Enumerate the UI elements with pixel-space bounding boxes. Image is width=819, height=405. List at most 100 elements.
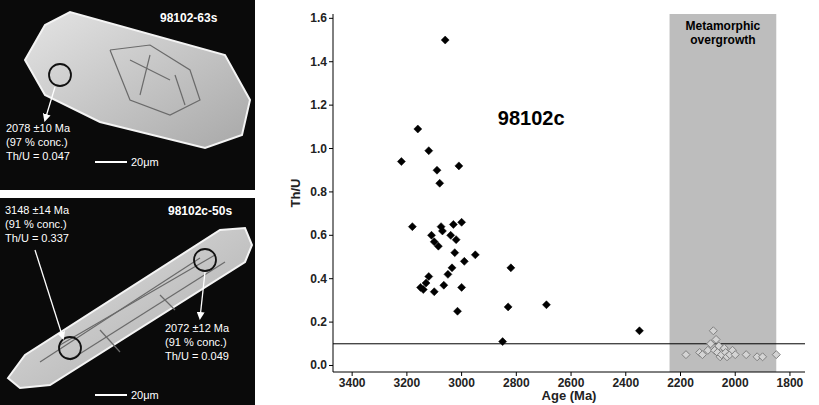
spot-text: Th/U = 0.047: [6, 150, 70, 162]
data-point: [458, 283, 466, 291]
data-point: [742, 351, 750, 359]
y-tick-label: 0.6: [310, 228, 327, 242]
data-point: [504, 303, 512, 311]
x-axis-title: Age (Ma): [542, 388, 597, 403]
x-tick-label: 2800: [503, 376, 530, 390]
x-tick-label: 2000: [722, 376, 749, 390]
annotation-layer: [333, 14, 805, 372]
data-point: [709, 327, 717, 335]
y-tick-label: 0.0: [310, 358, 327, 372]
x-tick-label: 3400: [339, 376, 366, 390]
grain-label: 98102-63s: [160, 11, 218, 25]
x-tick-label: 1800: [777, 376, 804, 390]
data-point: [453, 307, 461, 315]
y-tick: [329, 105, 333, 106]
x-axis: [333, 372, 805, 373]
scale-bar-label: 20μm: [131, 389, 159, 401]
points-layer: [397, 36, 780, 361]
data-point: [452, 236, 460, 244]
y-tick-label: 1.4: [310, 55, 327, 69]
scale-bar: [95, 394, 127, 396]
data-point: [438, 227, 446, 235]
data-point: [397, 158, 405, 166]
data-point: [635, 327, 643, 335]
data-point: [436, 179, 444, 187]
data-point: [471, 251, 479, 259]
crystal-crack: [130, 60, 170, 80]
data-point: [731, 351, 739, 359]
crystal-crack: [160, 295, 175, 310]
data-point: [451, 249, 459, 257]
spot-text: (91 % conc.): [165, 336, 227, 348]
data-point: [430, 288, 438, 296]
y-tick: [329, 235, 333, 236]
y-tick: [329, 191, 333, 192]
zircon-crystal: [8, 228, 252, 388]
y-tick-label: 1.6: [310, 11, 327, 25]
data-point: [425, 273, 433, 281]
image-background: [0, 0, 255, 190]
spot-text: 3148 ±14 Ma: [5, 204, 70, 216]
crystal-crack: [110, 45, 200, 115]
spot-text: 2078 ±10 Ma: [6, 122, 71, 134]
x-tick-label: 3000: [448, 376, 475, 390]
y-tick: [329, 365, 333, 366]
y-tick-label: 0.4: [310, 272, 327, 286]
threshold-line: [333, 343, 805, 344]
y-tick: [329, 278, 333, 279]
sample-label: 98102c: [498, 107, 565, 129]
spot-arrow: [45, 87, 55, 120]
figure: 98102-63s 2078 ±10 Ma (97 % conc.) Th/U = 0…: [0, 0, 819, 405]
data-point: [682, 351, 690, 359]
data-point: [408, 223, 416, 231]
data-point: [425, 147, 433, 155]
shaded-band: [670, 14, 777, 372]
data-point: [458, 218, 466, 226]
data-point: [440, 281, 448, 289]
data-point: [507, 264, 515, 272]
band-label-line: Metamorphic: [686, 19, 761, 33]
data-point: [759, 353, 767, 361]
y-tick-label: 1.0: [310, 142, 327, 156]
spot-text: (91 % conc.): [5, 218, 67, 230]
data-point: [417, 283, 425, 291]
data-point: [433, 166, 441, 174]
y-axis: [333, 14, 334, 372]
analysis-spot: [49, 64, 71, 86]
data-point: [441, 36, 449, 44]
data-point: [434, 242, 442, 250]
y-tick-label: 1.2: [310, 98, 327, 112]
x-tick-label: 3200: [394, 376, 421, 390]
data-point: [455, 162, 463, 170]
band-label: Metamorphicovergrowth: [686, 19, 761, 47]
spot-text: Th/U = 0.337: [5, 232, 69, 244]
data-point: [499, 338, 507, 346]
band-label-line: overgrowth: [690, 33, 755, 47]
x-tick-label: 2200: [667, 376, 694, 390]
spot-text: Th/U = 0.049: [165, 350, 229, 362]
y-tick: [329, 18, 333, 19]
spot-text: (97 % conc.): [6, 136, 68, 148]
y-axis-title: Th/U: [288, 179, 303, 208]
data-point: [542, 301, 550, 309]
spot-text: 2072 ±12 Ma: [165, 322, 230, 334]
spot-arrow: [35, 250, 63, 338]
sem-image: 98102-63s 2078 ±10 Ma (97 % conc.) Th/U = 0…: [0, 0, 255, 190]
x-tick-label: 2400: [612, 376, 639, 390]
data-point: [414, 125, 422, 133]
grain-label: 98102c-50s: [168, 204, 232, 218]
image-background: [0, 198, 255, 405]
y-tick: [329, 322, 333, 323]
data-point: [772, 351, 780, 359]
data-point: [449, 220, 457, 228]
sem-image: 98102c-50s 3148 ±14 Ma (91 % conc.) Th/U = …: [0, 198, 255, 405]
scale-bar-label: 20μm: [131, 156, 159, 168]
crystal-crack: [175, 75, 185, 105]
crystal-crack: [100, 330, 120, 352]
annotation-text-layer: Metamorphicovergrowth 98102c: [498, 19, 761, 129]
data-point: [444, 270, 452, 278]
analysis-spot: [59, 337, 81, 359]
y-tick: [329, 61, 333, 62]
data-point: [448, 264, 456, 272]
y-tick: [329, 148, 333, 149]
